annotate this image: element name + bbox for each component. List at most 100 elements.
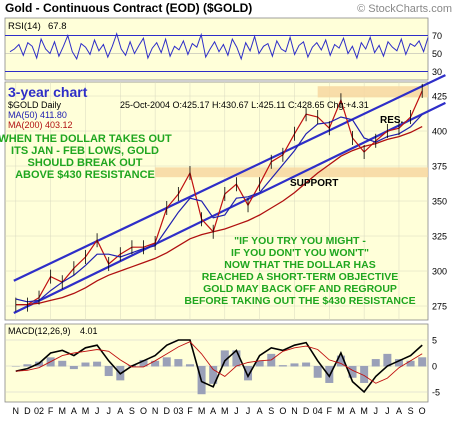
support-label: SUPPORT (290, 178, 338, 189)
ma50-legend: MA(50) 411.80 (8, 110, 67, 120)
x-tick-label: M (360, 406, 368, 416)
rsi-level-label: 50 (432, 49, 442, 59)
macd-line (15, 339, 423, 394)
channel-upper-line (13, 74, 446, 282)
macd-hist-bar (104, 366, 113, 377)
x-tick-label: S (408, 406, 414, 416)
price-tick-label: 350 (432, 197, 447, 207)
macd-level-label: 5 (432, 336, 437, 346)
x-tick-label: J (234, 406, 239, 416)
macd-hist-bar (383, 353, 392, 367)
rsi-label: RSI(14) (8, 21, 41, 32)
x-axis-month-labels: N D 02 F M A M J J A S O N D 03 F M A M J J A S O N D 04 F M A M J J A S O (13, 406, 426, 416)
x-tick-label: J (95, 406, 100, 416)
macd-hist-bar (313, 366, 322, 378)
macd-hist-bar (244, 366, 253, 381)
macd-hist-bar (23, 364, 32, 367)
macd-hist-bar (406, 360, 415, 367)
macd-hist-bar (278, 365, 287, 367)
annotation-regroup-line: IF YOU DON'T YOU WON'T" (231, 247, 369, 259)
x-tick-label: M (337, 406, 345, 416)
x-tick-label: M (59, 406, 67, 416)
macd-hist-bar (69, 366, 78, 370)
macd-hist-bar (418, 357, 427, 367)
ma50-line (15, 114, 423, 303)
price-tick-label: 325 (432, 232, 447, 242)
price-zones (155, 86, 428, 178)
macd-hist-bar (360, 366, 369, 383)
x-tick-label: O (279, 406, 286, 416)
macd-label: MACD(12,26,9) (8, 326, 71, 336)
x-tick-label: A (71, 406, 77, 416)
x-tick-label: J (374, 406, 379, 416)
price-tick-label: 400 (432, 127, 447, 137)
x-tick-label: A (350, 406, 356, 416)
x-tick-label: S (129, 406, 135, 416)
annotation-regroup-line: NOW THAT THE DOLLAR HAS (224, 259, 375, 271)
x-tick-label: D (24, 406, 31, 416)
ma200-legend: MA(200) 403.12 (8, 120, 73, 130)
macd-hist-bar (11, 366, 20, 367)
x-tick-label: D (303, 406, 310, 416)
x-tick-label: O (419, 406, 426, 416)
ohlc-readout: 25-Oct-2004 O:425.17 H:430.67 L:425.11 C… (120, 100, 369, 110)
macd-hist-bar (302, 362, 311, 367)
macd-panel (4, 323, 429, 403)
x-tick-label: N (291, 406, 298, 416)
x-tick-label: F (187, 406, 193, 416)
price-tick-label: 425 (432, 92, 447, 102)
x-tick-label: N (13, 406, 20, 416)
x-tick-label: M (82, 406, 90, 416)
price-axis-labels: 425 400 375 350 325 300 275 (432, 92, 447, 312)
rsi-panel (4, 17, 429, 81)
annotation-breakout-line: ITS JAN - FEB LOWS, GOLD (11, 145, 159, 157)
x-tick-label: D (164, 406, 171, 416)
macd-level-label: 0 (432, 362, 437, 372)
rsi-value: 67.8 (48, 21, 67, 32)
resistance-zone (317, 86, 428, 98)
price-tick-label: 275 (432, 302, 447, 312)
macd-hist-bar (162, 357, 171, 367)
x-tick-label: 04 (313, 406, 323, 416)
ma200-line (15, 126, 423, 306)
annotation-regroup-line: "IF YOU TRY YOU MIGHT - (234, 235, 366, 247)
x-tick-label: A (396, 406, 402, 416)
macd-hist-bar (58, 360, 67, 367)
macd-hist-bar (336, 355, 345, 367)
macd-hist-bar (174, 359, 183, 367)
x-tick-label: J (106, 406, 111, 416)
annotation-regroup: "IF YOU TRY YOU MIGHT -IF YOU DON'T YOU … (184, 235, 415, 307)
x-tick-label: O (140, 406, 147, 416)
x-tick-label: 03 (173, 406, 183, 416)
macd-level-labels: 5 0 -5 (432, 336, 440, 398)
macd-hist-bar (139, 359, 148, 367)
annotation-breakout-line: ABOVE $430 RESISTANCE (15, 169, 155, 181)
support-zone (155, 167, 428, 178)
resistance-label: RES. (380, 115, 404, 126)
annotation-regroup-line: GOLD MAY BACK OFF AND REGROUP (203, 283, 397, 295)
macd-hist-bar (394, 359, 403, 367)
macd-hist-bar (151, 360, 160, 367)
macd-hist-bar (255, 360, 264, 367)
chart-title: Gold - Continuous Contract (EOD) ($GOLD) (5, 1, 252, 15)
x-tick-label: M (198, 406, 206, 416)
macd-hist-bar (220, 350, 229, 367)
annotation-breakout-line: WHEN THE DOLLAR TAKES OUT (0, 133, 172, 145)
price-tick-label: 375 (432, 162, 447, 172)
copyright-label: © StockCharts.com (357, 3, 452, 15)
rsi-level-labels: 70 50 30 (432, 31, 442, 77)
rsi-grid (5, 35, 428, 72)
x-tick-label: S (268, 406, 274, 416)
rsi-level-label: 70 (432, 31, 442, 41)
macd-value: 4.01 (80, 326, 98, 336)
macd-hist-bar (290, 363, 299, 367)
x-tick-label: J (385, 406, 390, 416)
annotation-regroup-line: REACHED A SHORT-TERM OBJECTIVE (202, 271, 398, 283)
symbol-label: $GOLD Daily (8, 100, 62, 110)
rsi-line (9, 32, 429, 61)
x-tick-label: A (210, 406, 216, 416)
macd-hist-bar (81, 362, 90, 367)
x-tick-label: J (246, 406, 251, 416)
